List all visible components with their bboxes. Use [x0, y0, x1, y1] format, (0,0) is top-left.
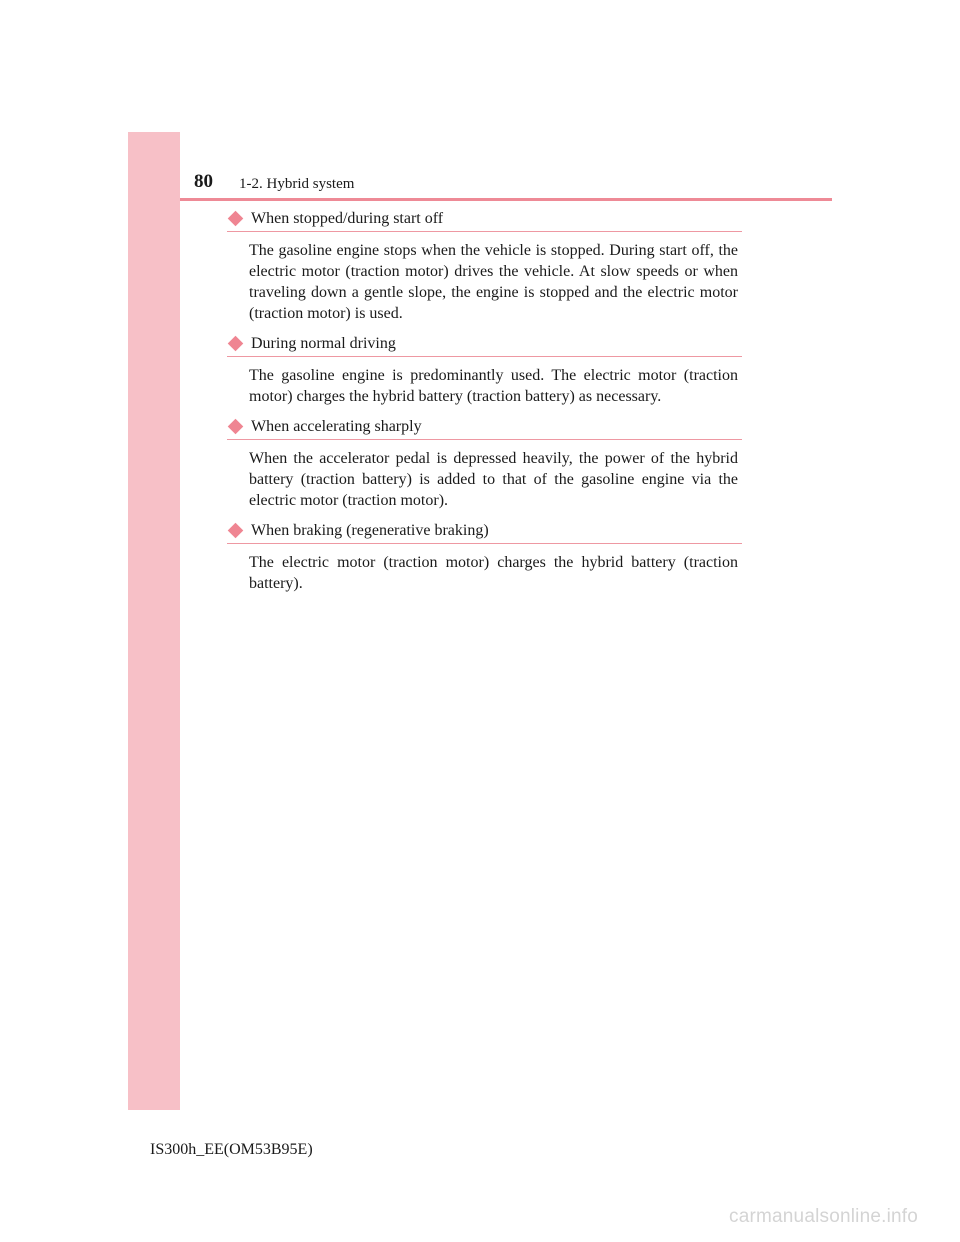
- subheading-text: During normal driving: [251, 334, 396, 352]
- diamond-bullet-icon: [227, 418, 244, 435]
- model-code: IS300h_EE(OM53B95E): [150, 1141, 313, 1158]
- watermark-text: carmanualsonline.info: [729, 1206, 919, 1227]
- paragraph: The electric motor (traction motor) char…: [249, 554, 738, 592]
- paragraph: The gasoline engine stops when the vehic…: [249, 242, 738, 322]
- subheading-text: When braking (regenerative braking): [251, 521, 489, 539]
- header-rule: [180, 198, 832, 201]
- page-content: When stopped/during start off The gasoli…: [227, 207, 742, 602]
- subheading: During normal driving: [227, 332, 742, 357]
- section-regenerative-braking: When braking (regenerative braking) The …: [227, 519, 742, 594]
- diamond-bullet-icon: [227, 335, 244, 352]
- subheading-text: When accelerating sharply: [251, 417, 422, 435]
- diamond-bullet-icon: [227, 210, 244, 227]
- side-tab-band: [128, 132, 180, 1110]
- section-accelerating-sharply: When accelerating sharply When the accel…: [227, 415, 742, 511]
- subheading: When braking (regenerative braking): [227, 519, 742, 544]
- section-normal-driving: During normal driving The gasoline engin…: [227, 332, 742, 407]
- diamond-bullet-icon: [227, 522, 244, 539]
- subheading-text: When stopped/during start off: [251, 209, 444, 227]
- paragraph: The gasoline engine is predominantly use…: [249, 367, 738, 405]
- paragraph: When the accelerator pedal is depressed …: [249, 450, 738, 509]
- page-number: 80: [194, 171, 213, 192]
- subheading: When stopped/during start off: [227, 207, 742, 232]
- section-title: 1-2. Hybrid system: [239, 176, 355, 192]
- section-stopped-start-off: When stopped/during start off The gasoli…: [227, 207, 742, 324]
- subheading: When accelerating sharply: [227, 415, 742, 440]
